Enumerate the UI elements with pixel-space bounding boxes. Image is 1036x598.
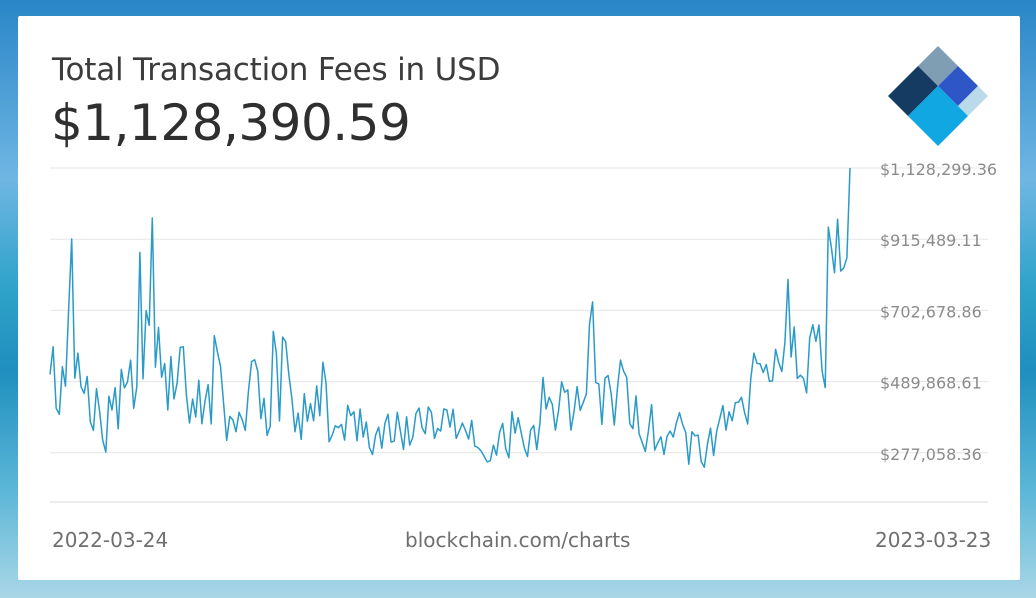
- logo-bottom-square: [908, 86, 968, 146]
- fees-series-line[interactable]: [49, 167, 851, 468]
- y-tick-label: $702,678.86: [880, 302, 982, 321]
- blockchain-logo-icon[interactable]: [886, 44, 990, 148]
- y-tick-label: $1,128,299.36: [880, 160, 997, 179]
- chart-title: Total Transaction Fees in USD: [52, 52, 501, 88]
- x-axis-start-date: 2022-03-24: [52, 528, 169, 552]
- logo-far-right-square: [958, 86, 988, 116]
- line-chart: $277,058.36 $489,868.61 $702,678.86 $915,48…: [49, 160, 997, 503]
- chart-card: Total Transaction Fees in USD $1,128,390…: [18, 16, 1020, 580]
- y-tick-label: $489,868.61: [880, 374, 982, 393]
- y-tick-label: $915,489.11: [880, 231, 982, 250]
- x-axis-end-date: 2023-03-23: [875, 528, 992, 552]
- source-link[interactable]: blockchain.com/charts: [405, 528, 631, 552]
- y-tick-label: $277,058.36: [880, 445, 982, 464]
- logo-left-square: [888, 66, 938, 116]
- current-value: $1,128,390.59: [51, 94, 411, 152]
